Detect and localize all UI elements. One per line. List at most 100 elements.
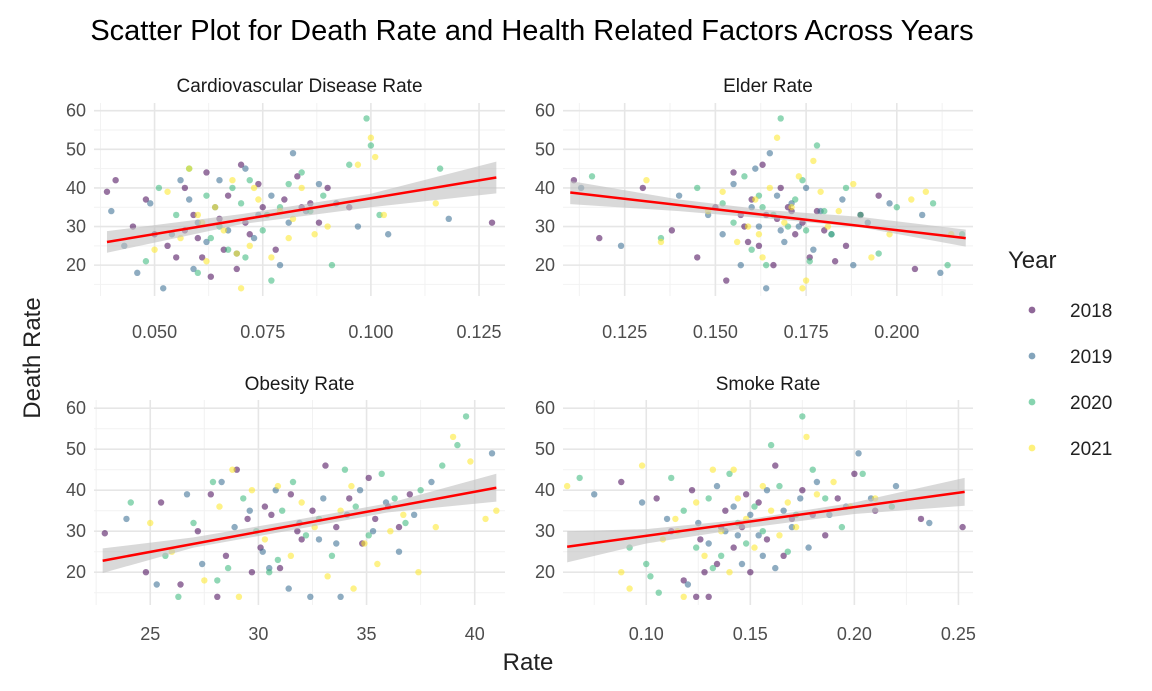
data-point: [813, 142, 821, 149]
data-point: [222, 552, 230, 559]
data-point: [233, 265, 240, 273]
data-point: [449, 433, 457, 441]
y-tick-label: 40: [535, 178, 555, 198]
x-tick-label: 30: [248, 624, 268, 644]
data-point: [259, 204, 266, 211]
data-point: [795, 223, 803, 230]
data-point: [259, 548, 266, 555]
data-point: [127, 499, 134, 506]
data-point: [588, 173, 596, 180]
data-point: [759, 528, 766, 535]
data-point: [391, 495, 398, 502]
data-point: [432, 200, 439, 207]
data-point: [367, 142, 375, 149]
data-point: [875, 192, 882, 199]
data-point: [751, 544, 758, 551]
data-point: [311, 231, 318, 238]
data-point: [445, 215, 452, 222]
data-point: [741, 173, 748, 180]
data-point: [151, 246, 158, 253]
data-point: [784, 499, 791, 506]
data-point: [276, 261, 284, 269]
data-point: [719, 231, 726, 238]
y-tick-label: 50: [535, 139, 555, 159]
legend-key: [1028, 444, 1036, 452]
data-point: [742, 540, 750, 547]
data-point: [643, 177, 650, 184]
data-point: [717, 552, 725, 559]
data-point: [255, 180, 262, 188]
data-point: [155, 184, 163, 192]
data-point: [926, 519, 933, 527]
data-point: [294, 173, 301, 180]
facet-strip-label: Smoke Rate: [716, 374, 821, 395]
data-point: [857, 211, 864, 219]
data-point: [850, 180, 857, 188]
data-point: [781, 219, 788, 226]
data-point: [298, 184, 305, 192]
panel-2: Obesity Rate 20 30 40 50 60 25 30 35 40: [66, 374, 505, 644]
legend-key: [1028, 306, 1036, 314]
data-point: [361, 540, 368, 547]
y-tick-label: 50: [66, 139, 86, 159]
data-point: [755, 223, 763, 230]
data-point: [378, 470, 385, 477]
confidence-band: [570, 180, 966, 247]
data-point: [734, 495, 742, 502]
data-point: [759, 552, 766, 559]
panels: Cardiovascular Disease Rate 20 30 40 50 60 0.0…: [66, 76, 976, 644]
data-point: [744, 238, 752, 246]
data-point: [112, 177, 119, 184]
legend-label: 2019: [1070, 347, 1112, 368]
data-point: [653, 495, 660, 502]
data-point: [374, 560, 381, 568]
data-point: [337, 593, 344, 600]
y-tick-label: 60: [535, 398, 555, 418]
x-tick-label: 25: [140, 624, 160, 644]
data-point: [372, 153, 379, 161]
data-point: [240, 495, 247, 502]
data-point: [802, 277, 810, 284]
grid: [94, 103, 505, 296]
data-point: [157, 499, 165, 506]
data-point: [380, 211, 388, 219]
data-point: [354, 161, 362, 168]
data-point: [759, 204, 766, 211]
data-point: [387, 528, 394, 535]
data-point: [142, 196, 150, 203]
data-point: [813, 491, 821, 498]
data-point: [328, 552, 336, 559]
data-point: [822, 495, 829, 502]
data-point: [697, 536, 704, 543]
data-point: [675, 192, 683, 199]
data-point: [692, 499, 700, 506]
data-point: [201, 577, 208, 584]
data-point: [834, 495, 841, 502]
data-point: [563, 482, 571, 490]
data-point: [209, 478, 217, 486]
x-axis-title: Rate: [503, 649, 554, 676]
data-point: [752, 196, 759, 203]
data-point: [147, 200, 154, 207]
data-point: [730, 169, 737, 176]
grid: [94, 400, 505, 605]
data-point: [207, 491, 215, 498]
points: [101, 413, 500, 600]
data-point: [738, 560, 746, 568]
data-point: [410, 511, 418, 518]
data-point: [285, 180, 292, 188]
data-point: [207, 273, 215, 280]
data-point: [365, 532, 372, 539]
data-point: [289, 149, 297, 157]
legend-key: [1028, 352, 1036, 360]
data-point: [462, 413, 470, 420]
data-point: [759, 482, 766, 490]
data-point: [488, 450, 496, 457]
y-tick-label: 20: [66, 562, 86, 582]
data-point: [190, 519, 197, 527]
data-point: [797, 495, 804, 502]
data-point: [692, 544, 700, 551]
data-point: [289, 478, 297, 486]
data-point: [822, 532, 829, 539]
y-tick-label: 20: [535, 255, 555, 275]
